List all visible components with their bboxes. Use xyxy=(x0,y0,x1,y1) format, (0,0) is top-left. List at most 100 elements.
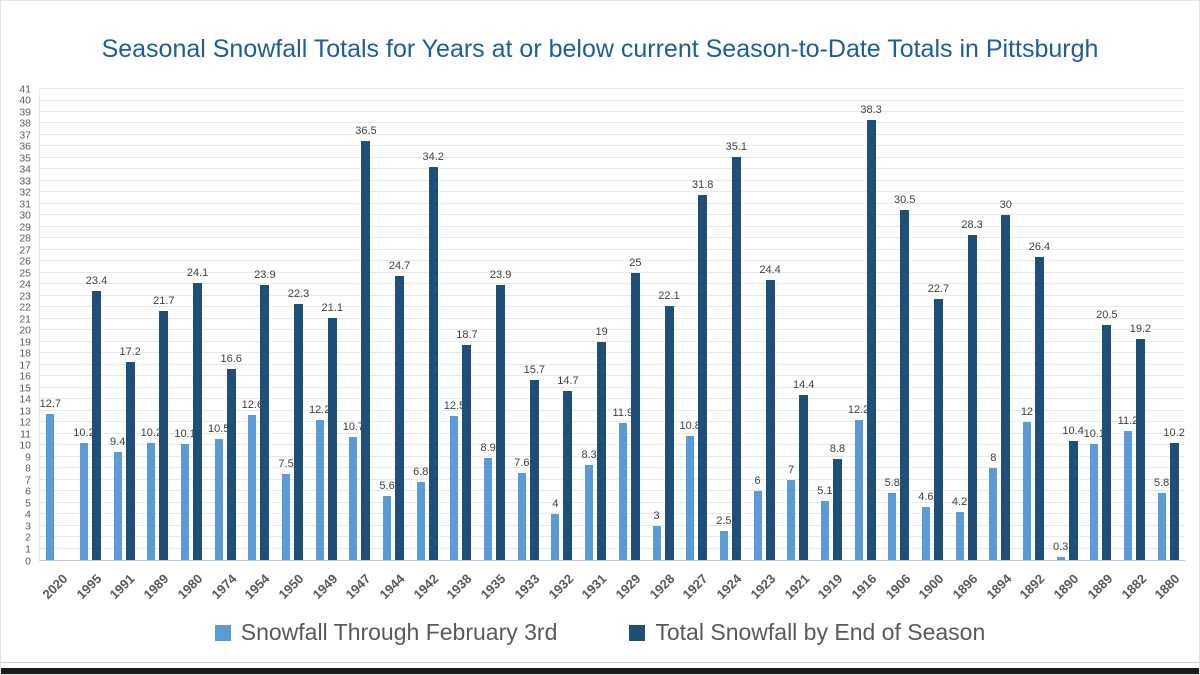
bar-group: 12.2 38.3 xyxy=(848,89,882,560)
bar-value-label: 23.9 xyxy=(489,269,512,282)
bar-value-label: 5.6 xyxy=(379,479,395,492)
bar-snowfall-total: 22.3 xyxy=(288,288,309,560)
x-axis-label: 1924 xyxy=(713,571,745,603)
bar-snowfall-feb3: 8 xyxy=(989,453,998,560)
bar-value-label: 8 xyxy=(990,452,997,465)
gridline xyxy=(40,271,1185,273)
legend: Snowfall Through February 3rd Total Snow… xyxy=(1,619,1199,646)
y-axis-tick-label: 34 xyxy=(19,163,31,176)
gridline xyxy=(40,375,1185,377)
y-axis: 0 1 2 3 4 5 6 7 8 9 10 11 12 13 14 15 16 17 18 19 20 21 22 23 24… xyxy=(9,84,35,566)
bar-value-label: 22.1 xyxy=(658,290,680,303)
gridline xyxy=(40,501,1185,503)
y-axis-tick-label: 25 xyxy=(19,266,31,279)
bar-snowfall-feb3: 10.5 xyxy=(208,424,229,560)
x-axis-label: 1889 xyxy=(1084,571,1116,603)
bar-snowfall-feb3: 10.7 xyxy=(343,422,364,560)
legend-item-total: Total Snowfall by End of Season xyxy=(629,619,985,646)
gridline xyxy=(40,168,1185,170)
bar-snowfall-total: 24.1 xyxy=(187,268,208,560)
bar-snowfall-feb3: 6.8 xyxy=(413,466,428,560)
x-axis-label: 1938 xyxy=(443,571,475,603)
gridline xyxy=(40,524,1185,526)
bar-value-label: 30 xyxy=(999,199,1012,212)
y-axis-tick-label: 30 xyxy=(19,209,31,222)
bar-group: 4.2 28.3 xyxy=(949,89,983,560)
x-axis-label: 1933 xyxy=(511,571,543,603)
x-axis-label: 1882 xyxy=(1118,571,1150,603)
x-axis-label: 1935 xyxy=(477,571,509,603)
y-axis-tick-label: 35 xyxy=(19,151,31,164)
bar-value-label: 4.2 xyxy=(951,495,968,508)
gridline xyxy=(40,421,1185,423)
x-axis-label: 1923 xyxy=(747,571,779,603)
plot-area: 12.7 10.2 23.4 9.4 17.2 10.2 21.7 10.1 24.1 10.5 1… xyxy=(39,88,1185,561)
x-axis-label: 1928 xyxy=(646,571,678,603)
bar-value-label: 14.7 xyxy=(557,375,579,388)
bar-group: 12 26.4 xyxy=(1017,89,1051,560)
bar-group: 10.5 16.6 xyxy=(208,89,242,560)
gridline xyxy=(40,283,1185,285)
bar-snowfall-feb3: 10.8 xyxy=(679,420,701,560)
gridline xyxy=(40,547,1185,549)
bottom-bar xyxy=(1,668,1199,674)
bar-group: 3 22.1 xyxy=(646,89,680,560)
x-axis-label: 1995 xyxy=(73,571,105,603)
x-axis-label: 1974 xyxy=(207,571,240,603)
bar-snowfall-total: 23.9 xyxy=(490,270,511,560)
bar-snowfall-total: 17.2 xyxy=(119,347,141,560)
bar-group: 6.8 34.2 xyxy=(410,89,444,560)
gridline xyxy=(40,214,1185,216)
bar-snowfall-feb3: 12.2 xyxy=(309,404,330,560)
bar-group: 4.6 22.7 xyxy=(916,89,950,560)
bar-value-label: 5.8 xyxy=(1153,477,1170,490)
bar-value-label: 24.1 xyxy=(186,267,209,280)
bar-snowfall-total: 28.3 xyxy=(961,219,983,560)
gridline xyxy=(40,513,1185,515)
bar-value-label: 26.4 xyxy=(1028,240,1051,253)
bar-value-label: 14.4 xyxy=(792,378,815,391)
gridline xyxy=(40,122,1185,124)
x-axis-label: 1947 xyxy=(342,571,374,603)
y-axis-tick-label: 3 xyxy=(25,520,31,533)
y-axis-tick-label: 8 xyxy=(25,462,31,475)
bar-group: 7 14.4 xyxy=(781,89,815,560)
bar-snowfall-total: 35.1 xyxy=(726,141,747,560)
y-axis-tick-label: 23 xyxy=(19,289,31,302)
bar-group: 6 24.4 xyxy=(747,89,781,560)
bar-value-label: 34.2 xyxy=(422,151,444,164)
bar-value-label: 30.5 xyxy=(894,193,916,206)
y-axis-tick-label: 16 xyxy=(19,370,31,383)
bar-snowfall-total: 25 xyxy=(629,257,641,560)
bar-value-label: 36.5 xyxy=(355,124,377,137)
bar-value-label: 10.4 xyxy=(1062,424,1084,437)
bottom-divider xyxy=(1,662,1199,663)
bar-snowfall-feb3: 5.8 xyxy=(885,478,900,560)
bar-snowfall-feb3: 4.2 xyxy=(952,496,967,560)
bar-value-label: 6 xyxy=(754,475,761,488)
bar-group: 12.6 23.9 xyxy=(242,89,276,560)
gridline xyxy=(40,145,1185,147)
bar-group: 10.1 24.1 xyxy=(174,89,209,560)
bar-group: 8.9 23.9 xyxy=(478,89,512,560)
bar-value-label: 12.2 xyxy=(309,403,331,416)
bar-value-label: 31.8 xyxy=(691,178,714,191)
gridline xyxy=(40,340,1185,342)
bar-value-label: 10.2 xyxy=(140,426,163,439)
chart-area: 0 1 2 3 4 5 6 7 8 9 10 11 12 13 14 15 16 17 18 19 20 21 22 23 24… xyxy=(9,84,1185,566)
bar-value-label: 12.2 xyxy=(847,403,870,416)
bar-snowfall-total: 30.5 xyxy=(894,194,915,560)
bar-snowfall-total: 18.7 xyxy=(456,330,478,560)
y-axis-tick-label: 36 xyxy=(19,140,31,153)
bar-snowfall-feb3: 10.1 xyxy=(174,428,196,560)
y-axis-tick-label: 6 xyxy=(25,485,31,498)
x-axis-label: 1894 xyxy=(983,571,1015,603)
gridline xyxy=(40,237,1185,239)
bar-group: 11.2 19.2 xyxy=(1118,89,1152,560)
bar-group: 5.8 10.2 xyxy=(1151,89,1185,560)
gridline xyxy=(40,156,1185,158)
x-axis-label: 2020 xyxy=(39,571,71,603)
legend-item-feb3: Snowfall Through February 3rd xyxy=(214,619,557,646)
bar-group: 10.2 23.4 xyxy=(73,89,108,560)
